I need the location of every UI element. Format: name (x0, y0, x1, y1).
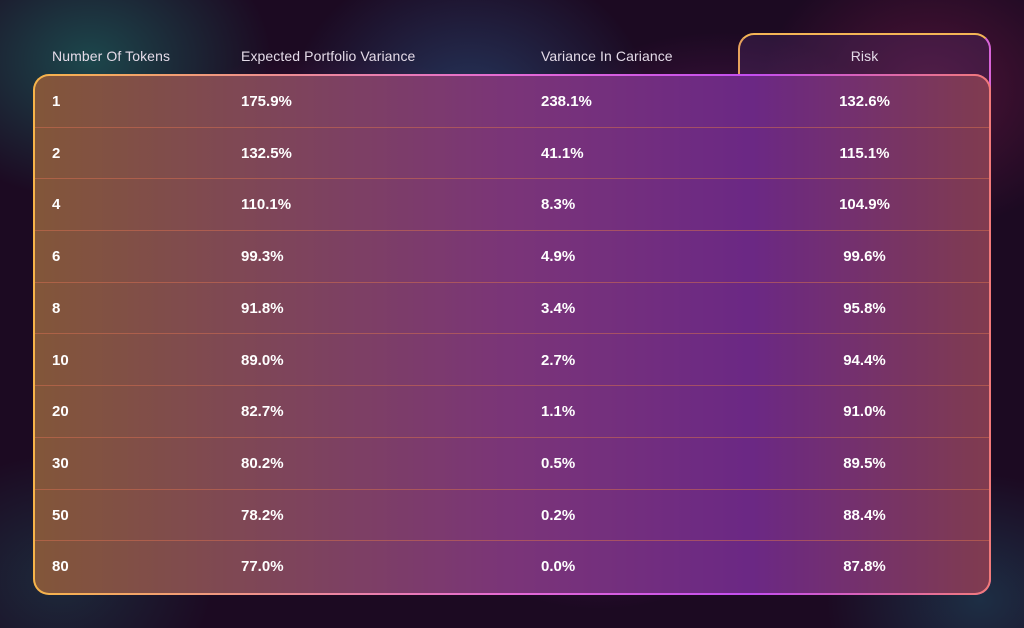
table-row: 80 77.0% 0.0% 87.8% (35, 541, 989, 593)
table-row: 30 80.2% 0.5% 89.5% (35, 438, 989, 490)
risk-cell: 94.4% (843, 351, 886, 369)
variance-in-cariance-cell: 3.4% (541, 299, 576, 317)
table-header: Number Of Tokens Expected Portfolio Vari… (33, 36, 991, 76)
header-expected-portfolio-variance: Expected Portfolio Variance (241, 48, 416, 64)
table-body: 1 175.9% 238.1% 132.6% 2 132.5% 41.1% 115.1% 4 11… (35, 76, 989, 593)
table-row: 20 82.7% 1.1% 91.0% (35, 386, 989, 438)
risk-cell: 132.6% (839, 93, 890, 110)
header-risk: Risk (850, 48, 879, 64)
tokens-cell: 2 (52, 144, 61, 162)
risk-cell: 89.5% (843, 454, 886, 472)
table-row: 1 175.9% 238.1% 132.6% (35, 76, 989, 128)
expected-variance-cell: 132.5% (241, 144, 292, 162)
tokens-cell: 50 (52, 506, 69, 524)
tokens-cell: 80 (52, 558, 69, 576)
risk-cell: 88.4% (843, 506, 886, 524)
tokens-cell: 10 (52, 351, 69, 369)
header-variance-in-cariance: Variance In Cariance (541, 48, 673, 64)
variance-in-cariance-cell: 8.3% (541, 196, 576, 214)
table-row: 6 99.3% 4.9% 99.6% (35, 231, 989, 283)
variance-in-cariance-cell: 1.1% (541, 403, 576, 421)
table-body-frame: 1 175.9% 238.1% 132.6% 2 132.5% 41.1% 115.1% 4 11… (33, 74, 991, 595)
risk-cell: 91.0% (843, 403, 886, 421)
risk-cell: 104.9% (839, 196, 890, 214)
expected-variance-cell: 82.7% (241, 403, 284, 421)
table-row: 2 132.5% 41.1% 115.1% (35, 128, 989, 180)
table-row: 8 91.8% 3.4% 95.8% (35, 283, 989, 335)
variance-in-cariance-cell: 0.5% (541, 454, 576, 472)
variance-in-cariance-cell: 41.1% (541, 144, 584, 162)
risk-cell: 87.8% (843, 558, 886, 576)
tokens-cell: 6 (52, 248, 61, 266)
expected-variance-cell: 89.0% (241, 351, 284, 369)
risk-cell: 99.6% (843, 248, 886, 266)
expected-variance-cell: 80.2% (241, 454, 284, 472)
table-row: 4 110.1% 8.3% 104.9% (35, 179, 989, 232)
tokens-cell: 20 (52, 403, 69, 421)
tokens-cell: 4 (52, 196, 61, 214)
risk-cell: 95.8% (843, 299, 886, 317)
header-number-of-tokens: Number Of Tokens (52, 48, 171, 64)
tokens-cell: 1 (52, 93, 61, 110)
expected-variance-cell: 77.0% (241, 558, 284, 576)
tokens-cell: 8 (52, 299, 61, 317)
variance-in-cariance-cell: 4.9% (541, 248, 576, 266)
expected-variance-cell: 99.3% (241, 248, 284, 266)
table-row: 10 89.0% 2.7% 94.4% (35, 335, 989, 387)
expected-variance-cell: 91.8% (241, 299, 284, 317)
expected-variance-cell: 78.2% (241, 506, 284, 524)
expected-variance-cell: 110.1% (241, 196, 292, 214)
variance-in-cariance-cell: 2.7% (541, 351, 576, 369)
variance-in-cariance-cell: 0.0% (541, 558, 576, 576)
expected-variance-cell: 175.9% (241, 93, 292, 110)
variance-in-cariance-cell: 238.1% (541, 93, 592, 110)
tokens-cell: 30 (52, 454, 69, 472)
variance-in-cariance-cell: 0.2% (541, 506, 576, 524)
table-row: 50 78.2% 0.2% 88.4% (35, 490, 989, 542)
risk-cell: 115.1% (839, 144, 890, 162)
